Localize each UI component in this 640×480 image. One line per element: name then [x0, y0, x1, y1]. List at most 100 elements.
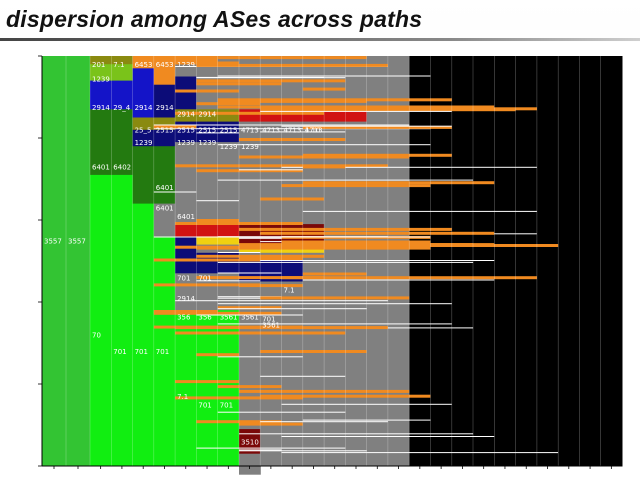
path-stripe: [217, 272, 282, 274]
path-stripe: [175, 331, 346, 335]
path-stripe: [281, 403, 452, 405]
cell-label: 25_5: [135, 127, 152, 135]
cell-label: 1239: [198, 139, 216, 147]
path-stripe: [196, 314, 303, 316]
heatmap-cell: [196, 56, 219, 65]
path-stripe: [196, 276, 325, 280]
heatmap-cell: [196, 273, 219, 311]
path-stripe: [239, 422, 303, 426]
path-stripe: [153, 236, 431, 238]
heatmap-cell: [196, 310, 219, 467]
path-stripe: [175, 61, 239, 65]
heatmap-cell: [345, 109, 368, 123]
path-stripe: [153, 283, 261, 287]
cell-label: 201: [92, 61, 105, 69]
heatmap-cell: [515, 56, 538, 467]
heatmap-cell: [600, 56, 623, 467]
heatmap-cell: [260, 121, 282, 225]
heatmap-cell: [260, 281, 282, 467]
cell-label: 3561: [220, 313, 238, 321]
path-stripe: [302, 87, 346, 91]
cell-label: 701: [156, 348, 169, 356]
heatmap-cell: [153, 236, 176, 467]
path-stripe: [281, 125, 452, 127]
cell-label: 1239: [177, 139, 195, 147]
cell-label: 701: [113, 348, 126, 356]
path-stripe: [302, 125, 452, 129]
path-stripe: [239, 449, 282, 451]
path-stripe: [302, 279, 495, 281]
heatmap-cell: [196, 121, 219, 143]
path-stripe: [217, 323, 452, 325]
cell-label: 7.1: [177, 393, 188, 401]
cell-label: 3561: [262, 321, 280, 329]
path-stripe: [260, 197, 324, 201]
path-stripe: [260, 110, 452, 112]
slide-title: dispersion among ASes across paths: [6, 6, 423, 32]
path-stripe: [217, 261, 474, 263]
path-stripe: [239, 433, 474, 435]
cell-label: 2914: [198, 110, 216, 118]
heatmap-cell: [175, 56, 197, 65]
path-stripe: [260, 394, 431, 398]
cell-label: 6401: [177, 213, 195, 221]
heatmap-cell: [324, 121, 346, 467]
path-stripe: [281, 436, 495, 437]
heatmap-cell: [409, 56, 431, 467]
heatmap-cell: [132, 146, 155, 205]
heatmap-cell: [196, 224, 219, 237]
heatmap-cell: [217, 252, 240, 274]
path-stripe: [217, 385, 282, 389]
cell-label: 70: [92, 332, 101, 340]
cell-label: 701: [198, 274, 211, 282]
path-stripe: [196, 79, 346, 83]
path-stripe: [217, 306, 282, 310]
path-stripe: [217, 179, 474, 181]
path-stripe: [281, 240, 431, 244]
path-stripe: [239, 389, 410, 393]
cell-label: 356: [177, 313, 191, 321]
heatmap-cell: [196, 252, 219, 274]
cell-label: 1239: [135, 139, 153, 147]
path-stripe: [302, 181, 495, 185]
cell-label: 4713: [241, 127, 259, 135]
path-stripe: [302, 153, 452, 157]
heatmap-cell: [239, 453, 261, 475]
path-stripe: [260, 108, 516, 112]
path-stripe: [217, 356, 303, 358]
cell-label: 6402: [113, 164, 131, 172]
path-stripe: [196, 169, 303, 173]
cell-label: 4713: [305, 127, 323, 135]
heatmap-cell: [281, 121, 304, 225]
cell-label: 1.10: [305, 127, 321, 135]
path-stripe: [239, 138, 346, 141]
path-stripe: [196, 420, 282, 424]
heatmap-cell: [132, 56, 155, 69]
path-stripe: [196, 200, 239, 202]
heatmap-cell: [494, 56, 517, 467]
path-stripe: [217, 411, 346, 413]
heatmap-cell: [175, 273, 197, 311]
cell-label: 4713: [262, 127, 280, 135]
heatmap-cell: [175, 310, 197, 467]
cell-label: 6453: [135, 61, 153, 69]
path-stripe: [196, 353, 239, 357]
cell-label: 2914: [177, 295, 195, 303]
path-stripe: [239, 155, 410, 159]
path-stripe: [196, 280, 261, 282]
heatmap-cell: [111, 64, 134, 82]
cell-label: 6401: [156, 184, 174, 192]
heatmap-cell: [302, 56, 325, 110]
path-stripe: [260, 231, 495, 235]
path-stripe: [217, 99, 367, 103]
heatmap-cell: [302, 252, 325, 467]
path-stripe: [239, 169, 303, 171]
cell-label: 2914: [156, 104, 174, 112]
path-stripe: [153, 310, 218, 313]
cell-label: 1239: [92, 76, 110, 84]
heatmap-cell: [302, 121, 325, 225]
path-stripe: [302, 419, 431, 421]
path-stripe: [153, 124, 410, 126]
heatmap-cell: [239, 142, 261, 225]
path-stripe: [217, 105, 495, 109]
